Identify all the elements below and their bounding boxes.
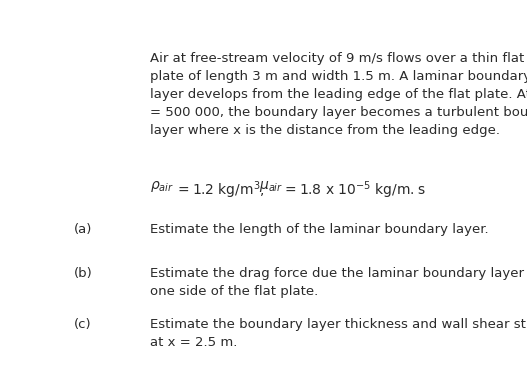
Text: (c): (c) (74, 318, 92, 331)
Text: $\rho_{\mathit{air}}$: $\rho_{\mathit{air}}$ (150, 179, 173, 194)
Text: Air at free-stream velocity of 9 m/s flows over a thin flat
plate of length 3 m : Air at free-stream velocity of 9 m/s flo… (150, 51, 527, 136)
Text: (b): (b) (74, 267, 93, 280)
Text: (a): (a) (74, 223, 92, 236)
Text: Estimate the drag force due the laminar boundary layer on
one side of the flat p: Estimate the drag force due the laminar … (150, 267, 527, 298)
Text: Estimate the boundary layer thickness and wall shear stress
at x = 2.5 m.: Estimate the boundary layer thickness an… (150, 318, 527, 349)
Text: $\mu_{\mathit{air}}$: $\mu_{\mathit{air}}$ (259, 179, 283, 194)
Text: $= 1.2\ \mathrm{kg/m^3},$: $= 1.2\ \mathrm{kg/m^3},$ (175, 179, 265, 201)
Text: Estimate the length of the laminar boundary layer.: Estimate the length of the laminar bound… (150, 223, 488, 236)
Text: $= 1.8\ \mathrm{x}\ 10^{-5}\ \mathrm{kg/m.s}$: $= 1.8\ \mathrm{x}\ 10^{-5}\ \mathrm{kg/… (282, 179, 426, 201)
